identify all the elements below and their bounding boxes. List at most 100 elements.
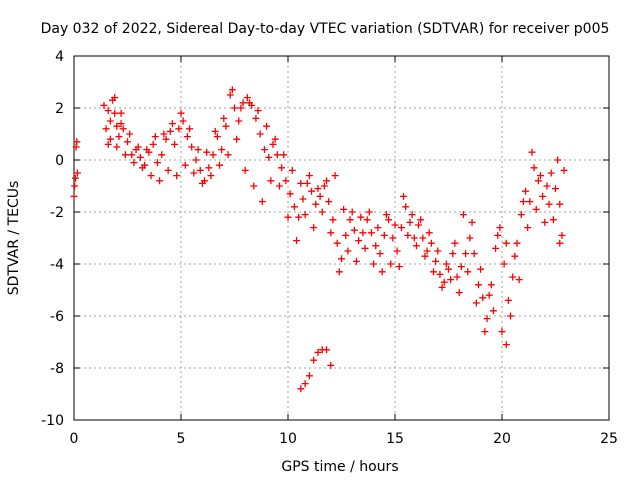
data-point [156,177,164,185]
data-point [406,218,414,226]
data-point [530,164,538,172]
data-point [327,361,335,369]
data-point [385,216,393,224]
data-point [151,133,159,141]
data-point [532,205,540,213]
y-tick-label: 4 [55,49,64,65]
data-point [412,242,420,250]
data-point [147,172,155,180]
data-point [348,208,356,216]
y-tick-label: -2 [50,205,64,221]
data-point [102,125,110,133]
data-point [509,273,517,281]
data-point [252,114,260,122]
data-point [389,234,397,242]
data-point [400,192,408,200]
data-point [359,229,367,237]
data-point [492,244,500,252]
data-point [453,273,461,281]
y-tick-label: -4 [50,257,64,273]
data-point [554,156,562,164]
data-point [440,278,448,286]
data-point [310,224,318,232]
data-point [350,226,358,234]
data-point [323,346,331,354]
data-point [316,192,324,200]
grid-lines [74,56,609,420]
data-point [124,138,131,146]
data-point [158,151,166,159]
x-tick-label: 5 [177,431,186,447]
data-point [545,200,553,208]
data-point [260,146,268,154]
data-point [213,133,221,141]
data-point [425,229,433,237]
data-point [447,276,455,284]
data-point [282,177,290,185]
data-point [171,140,179,148]
data-point [314,185,322,193]
data-point [130,159,138,167]
data-point [408,211,416,219]
x-tick-label: 20 [493,431,511,447]
data-point [370,260,378,268]
data-point [121,151,129,159]
data-point [325,198,333,206]
data-point [376,250,384,258]
data-point [111,94,119,102]
data-point [175,125,183,133]
data-point [477,265,485,273]
data-points [70,86,568,393]
data-point [430,268,438,276]
data-point [138,164,146,172]
data-point [323,177,331,185]
data-point [515,276,523,284]
data-point [222,122,230,130]
data-point [297,179,305,187]
data-point [181,161,189,169]
data-point [335,268,343,276]
data-point [301,211,309,219]
y-tick-label: 2 [55,101,64,117]
data-point [457,263,465,271]
data-point [346,216,354,224]
data-point [245,99,253,107]
data-point [537,172,545,180]
data-point [374,224,382,232]
data-point [216,161,224,169]
data-point [417,216,425,224]
data-point [239,99,247,107]
data-point [462,250,470,258]
data-point [485,291,493,299]
data-point [481,328,489,336]
data-point [434,247,442,255]
data-point [288,166,296,174]
data-point [470,250,478,258]
data-point [556,239,564,247]
data-point [552,185,559,193]
data-point [468,218,476,226]
data-point [432,257,440,265]
data-point [312,200,320,208]
chart-title: Day 032 of 2022, Sidereal Day-to-day VTE… [41,21,610,37]
data-point [395,263,403,271]
data-point [534,177,542,185]
data-point [205,164,213,172]
data-point [466,234,474,242]
data-point [211,127,219,135]
data-point [410,234,418,242]
data-point [502,341,510,349]
data-point [203,148,211,156]
data-point [231,104,238,112]
data-point [459,211,467,219]
data-point [100,101,108,109]
data-point [188,143,196,151]
data-point [267,177,275,185]
data-point [367,229,375,237]
data-point [284,213,292,221]
data-point [436,270,444,278]
data-point [504,296,512,304]
data-point [192,156,200,164]
data-point [333,239,341,247]
